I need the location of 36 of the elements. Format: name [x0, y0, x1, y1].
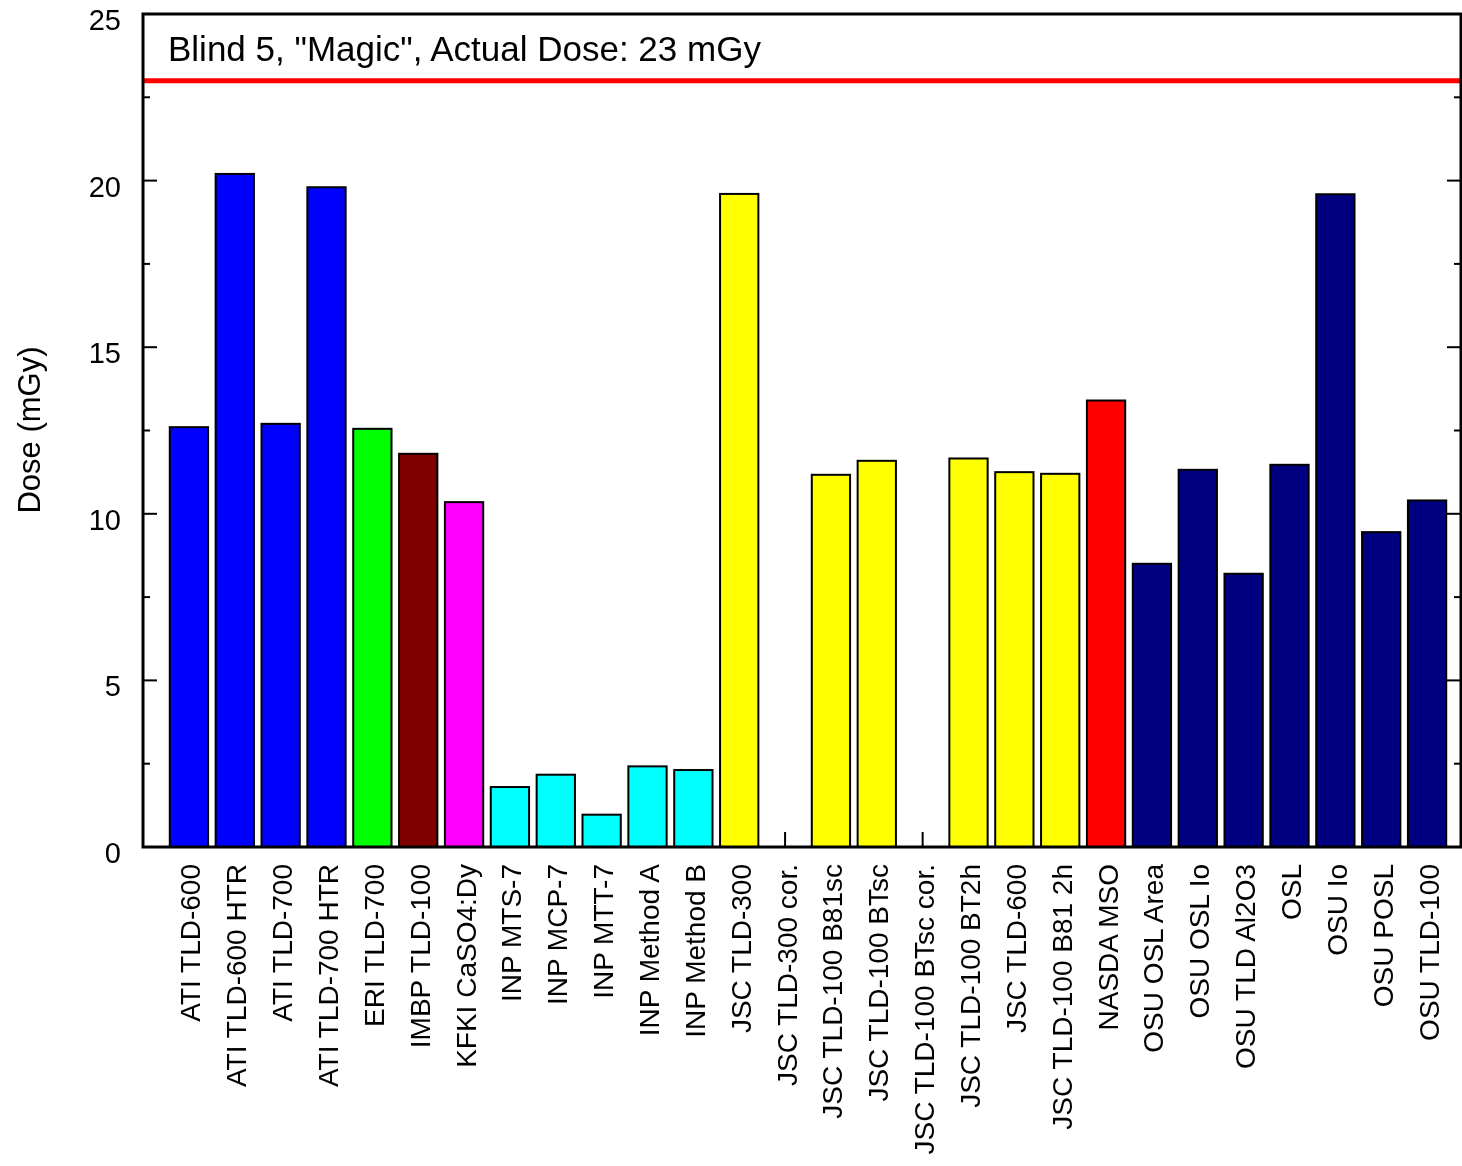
- x-tick-label: KFKI CaSO4:Dy: [450, 864, 482, 1068]
- x-tick-label: JSC TLD-300 cor.: [771, 864, 803, 1087]
- x-tick-label: ATI TLD-600 HTR: [221, 864, 253, 1088]
- y-tick-label: 25: [88, 4, 121, 36]
- x-tick-label: JSC TLD-100 BT2h: [955, 864, 986, 1108]
- x-tick-label: JSC TLD-100 BTsc cor.: [909, 864, 941, 1155]
- x-tick-label: OSU TLD Al2O3: [1230, 864, 1262, 1069]
- x-tick-label: OSU OSL Io: [1184, 864, 1216, 1019]
- x-tick-label: INP MCP-7: [542, 864, 574, 1006]
- x-tick-label: OSU TLD-100: [1413, 864, 1445, 1041]
- y-axis-title: Dose (mGy): [11, 346, 47, 514]
- x-tick-label: OSU POSL: [1367, 864, 1399, 1008]
- x-tick-label: NASDA MSO: [1092, 864, 1124, 1031]
- y-tick-label: 20: [88, 170, 121, 203]
- x-tick-label: INP MTT-7: [588, 864, 620, 999]
- x-tick-label: JSC TLD-300: [725, 864, 757, 1034]
- y-tick-label: 5: [104, 670, 121, 703]
- x-tick-label: OSU OSL Area: [1138, 863, 1170, 1053]
- ref-line-label: Blind 5, "Magic", Actual Dose: 23 mGy: [168, 28, 762, 68]
- x-tick-label: ATI TLD-700 HTR: [313, 864, 344, 1088]
- x-tick-label: JSC TLD-100 B81sc: [817, 864, 849, 1119]
- y-tick-label: 10: [88, 503, 121, 536]
- x-tick-label: JSC TLD-100 BTsc: [863, 864, 895, 1102]
- y-tick-label: 15: [88, 337, 121, 370]
- x-tick-label: ATI TLD-700: [267, 864, 299, 1022]
- x-tick-label: INP Method B: [679, 864, 711, 1038]
- x-tick-label: INP Method A: [634, 863, 665, 1037]
- x-tick-label: OSU Io: [1321, 864, 1353, 956]
- x-tick-label: JSC TLD-600: [1000, 864, 1032, 1034]
- y-tick-label: 0: [104, 837, 121, 869]
- x-tick-label: INP MTS-7: [496, 864, 528, 1002]
- x-tick-label: OSL: [1276, 864, 1307, 921]
- x-tick-label: JSC TLD-100 B81 2h: [1046, 864, 1078, 1130]
- x-tick-label: ATI TLD-600: [175, 864, 207, 1022]
- x-tick-label: IMBP TLD-100: [404, 864, 436, 1049]
- x-tick-label: ERI TLD-700: [358, 864, 390, 1027]
